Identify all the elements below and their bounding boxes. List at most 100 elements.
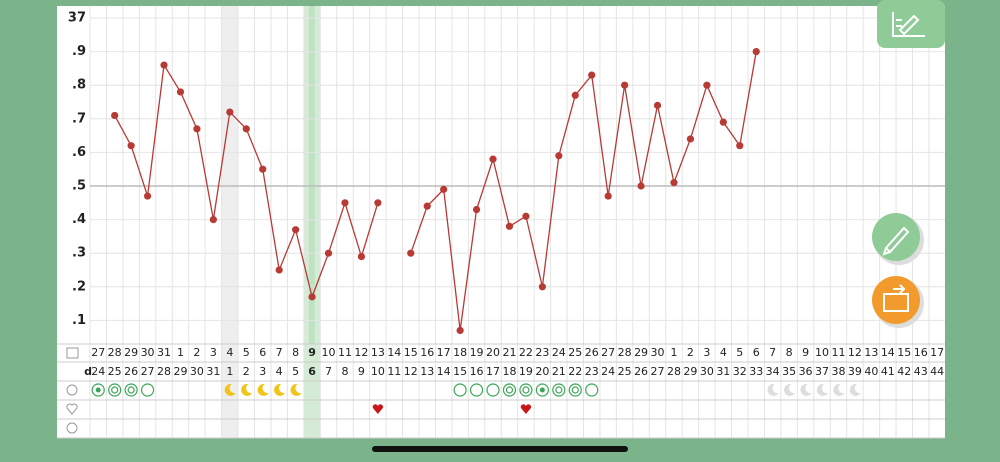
date-label: 1: [670, 346, 677, 359]
moon-icon: [767, 383, 779, 396]
cycle-day-label: 24: [601, 365, 615, 378]
date-label: 13: [371, 346, 385, 359]
mucus-icon: [555, 386, 563, 394]
row-icons: [66, 347, 79, 434]
date-label: 18: [453, 346, 467, 359]
temperature-point: [341, 199, 349, 207]
temperature-point: [555, 152, 563, 160]
y-tick-label: .5: [72, 179, 86, 194]
temperature-point: [621, 81, 629, 89]
date-label: 30: [141, 346, 155, 359]
cycle-day-label: 36: [799, 365, 813, 378]
mucus-icon: [124, 383, 138, 397]
temperature-point: [127, 142, 135, 150]
date-label: 14: [881, 346, 895, 359]
date-label: 16: [420, 346, 434, 359]
date-label: 5: [243, 346, 250, 359]
cycle-day-label: 41: [881, 365, 895, 378]
cycle-day-label: 5: [292, 365, 299, 378]
temperature-point: [489, 155, 497, 163]
temperature-point: [752, 48, 760, 56]
date-label: 27: [601, 346, 615, 359]
cycle-day-label: 34: [766, 365, 780, 378]
moon-icon: [224, 383, 236, 396]
cycle-day-label: 14: [437, 365, 451, 378]
chart-icon: [892, 12, 925, 37]
date-label: 17: [437, 346, 451, 359]
cycle-day-label: 30: [190, 365, 204, 378]
cycle-day-label: 12: [404, 365, 418, 378]
pen-icon: [882, 226, 910, 256]
moon-icon: [849, 383, 861, 396]
date-label: 6: [753, 346, 760, 359]
cycle-day-label: 11: [387, 365, 401, 378]
date-label: 27: [91, 346, 105, 359]
moon-icon: [257, 383, 269, 396]
export-button[interactable]: [872, 276, 920, 324]
temperature-point: [703, 81, 711, 89]
today-line: [308, 6, 315, 344]
date-label: 29: [124, 346, 138, 359]
mucus-icon: [95, 387, 101, 393]
cycle-day-label: 2: [243, 365, 250, 378]
temperature-point: [407, 249, 415, 257]
mucus-icon: [108, 383, 122, 397]
cycle-day-label: 22: [568, 365, 582, 378]
date-label: 19: [470, 346, 484, 359]
temperature-point: [423, 202, 431, 210]
cycle-day-label: 27: [651, 365, 665, 378]
temperature-point: [736, 142, 744, 150]
temperature-point: [160, 61, 168, 69]
date-label: 2: [193, 346, 200, 359]
date-label: 26: [585, 346, 599, 359]
date-label: 3: [703, 346, 710, 359]
moon-icon: [241, 383, 253, 396]
y-tick-label: .2: [72, 279, 86, 294]
temperature-line: [410, 51, 757, 331]
mucus-icon: [127, 386, 135, 394]
moon-icon: [783, 383, 796, 396]
date-label: 1: [177, 346, 184, 359]
date-label: 17: [930, 346, 944, 359]
date-label: 4: [226, 346, 233, 359]
y-tick-label: 37: [68, 11, 86, 26]
cycle-day-label: 4: [276, 365, 283, 378]
plot: .1.2.3.4.5.6.7.8.93727242825292630273128…: [57, 6, 945, 439]
highlight-column: [221, 6, 239, 438]
date-label: 31: [157, 346, 171, 359]
moon-icon: [274, 383, 286, 396]
temperature-point: [686, 135, 695, 143]
date-label: 20: [486, 346, 500, 359]
cycle-day-label: 18: [502, 365, 516, 378]
temperature-point: [292, 226, 300, 234]
cycle-day-label: 29: [173, 365, 187, 378]
date-label: 2: [687, 346, 694, 359]
date-label: 12: [354, 346, 368, 359]
y-tick-label: .9: [72, 44, 86, 59]
mucus-icon: [535, 383, 549, 397]
y-tick-label: .8: [72, 78, 86, 93]
cycle-day-label: 28: [667, 365, 681, 378]
cycle-day-label: 9: [358, 365, 365, 378]
date-label: 10: [322, 346, 336, 359]
date-label: 7: [769, 346, 776, 359]
mucus-icon: [585, 383, 599, 397]
cycle-day-label: 26: [124, 365, 138, 378]
date-label: 25: [568, 346, 582, 359]
y-tick-label: .1: [72, 313, 86, 328]
temperature-point: [571, 91, 579, 99]
moon-icon: [833, 383, 845, 396]
date-label: 28: [108, 346, 122, 359]
date-label: 14: [387, 346, 401, 359]
export-icon: [883, 284, 909, 312]
mucus-icon: [568, 383, 582, 397]
cycle-day-label: 31: [206, 365, 220, 378]
cycle-day-label: 44: [930, 365, 944, 378]
cycle-day-label: 20: [535, 365, 549, 378]
date-label: 9: [308, 346, 316, 359]
mucus-icon: [539, 387, 545, 393]
date-label: 3: [210, 346, 217, 359]
date-label: 15: [897, 346, 911, 359]
cycle-day-label: 30: [700, 365, 714, 378]
chart-mode-button[interactable]: [877, 0, 945, 48]
